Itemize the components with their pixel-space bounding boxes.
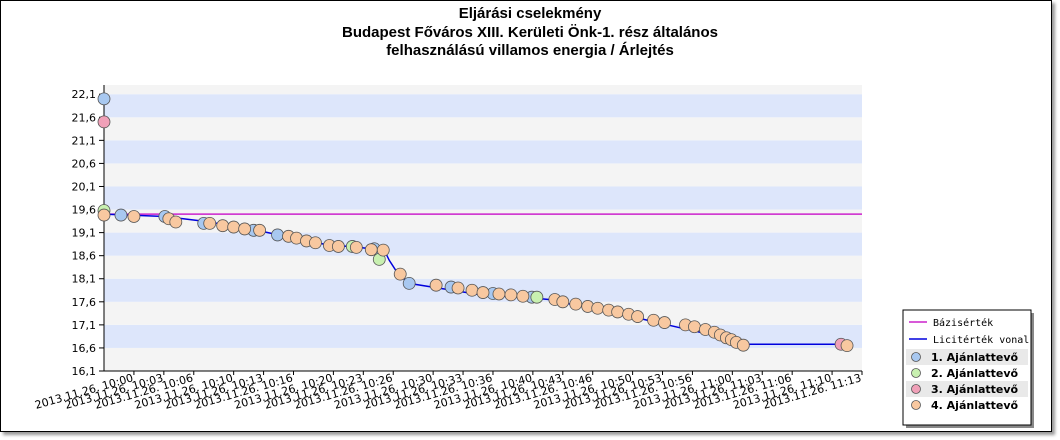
markers [97,92,854,353]
plot-band [104,324,862,348]
bid-point-series-4 [516,289,530,303]
legend-baseline-label: Bázisérték [933,317,993,329]
bid-point-series-4 [631,310,644,323]
bid-point-series-4 [465,283,479,297]
legend-row-background [906,397,1028,413]
bid-point-series-4 [569,297,583,311]
legend-row-background [906,365,1028,381]
bid-point-series-4 [331,240,345,253]
bid-point-series-1 [271,228,284,242]
bid-point-series-4 [658,316,671,329]
bid-point-series-4 [736,338,750,352]
y-tick-label: 21,1 [72,134,97,147]
bid-point-series-4 [492,287,506,301]
legend: Bázisérték Licitérték vonal 1. Ajánlattevő… [902,309,1034,428]
bid-point-series-4 [556,295,570,309]
plot-band [104,186,862,210]
plot-band [104,163,862,187]
legend-series-1-label: 1. Ajánlattevő [931,351,1019,364]
legend-series-3-label: 3. Ajánlattevő [931,383,1019,396]
y-tick-label: 17,1 [72,319,97,332]
legend-series-4-label: 4. Ajánlattevő [931,399,1019,412]
legend-series-2-label: 2. Ajánlattevő [931,367,1019,380]
legend-series-2-swatch [911,368,921,378]
bid-point-series-4 [97,208,111,222]
bid-point-series-4 [227,220,241,234]
chart-title: Eljárási cselekmény [459,5,602,22]
bid-point-series-4 [309,236,322,250]
y-tick-label: 16,1 [72,365,97,378]
plot-band [104,85,862,95]
bid-point-series-4 [611,305,625,319]
plot-band [104,232,862,256]
bid-point-series-4 [591,301,605,315]
bid-point-series-1 [402,276,416,290]
bid-point-series-1 [114,208,128,222]
bid-point-series-4 [688,320,701,334]
chart-subtitle-line-1: Budapest Főváros XIII. Kerületi Önk-1. r… [342,24,718,41]
plot-background [104,85,862,371]
legend-row-background [906,349,1028,365]
y-tick-label: 22,1 [72,88,97,101]
y-tick-label: 18,6 [72,250,97,263]
plot-band [104,255,862,279]
bid-point-series-4 [253,223,266,237]
legend-series-3-swatch [911,384,921,394]
y-axis: 16,1 16,6 17,1 17,6 18,1 18,6 19,1 19,6 20,1 20,6… [72,85,105,378]
bid-point-series-3 [97,115,111,129]
bid-point-series-4 [376,243,390,257]
plot-band [104,347,862,371]
legend-bid-line-label: Licitérték vonal [933,334,1029,346]
plot-band [104,117,862,141]
y-tick-label: 20,1 [72,180,97,193]
y-tick-label: 21,6 [72,111,97,124]
bid-point-series-4 [203,216,217,230]
plot-band [104,140,862,164]
bid-point-series-4 [840,339,854,353]
plot-band [104,209,862,233]
legend-row-background [906,381,1028,397]
bid-point-series-4 [504,288,518,302]
bid-point-series-4 [476,286,490,299]
bid-point-series-4 [393,267,407,281]
plot-band [104,94,862,118]
y-tick-label: 19,1 [72,227,97,240]
bid-point-series-4 [238,222,252,236]
bid-point-series-4 [364,243,378,257]
bid-point-series-2 [530,290,544,304]
bid-point-series-4 [647,313,660,327]
legend-series-4-swatch [911,400,921,410]
bid-point-series-4 [451,281,465,295]
y-tick-label: 16,6 [72,342,97,355]
bid-point-series-4 [429,278,443,292]
y-tick-label: 17,6 [72,296,97,309]
plot-band [104,301,862,325]
bid-point-series-4 [169,215,183,229]
y-tick-label: 19,6 [72,204,97,217]
chart-subtitle-line-2: felhasználású villamos energia / Árlejté… [386,42,674,59]
y-tick-label: 20,6 [72,157,97,170]
bid-point-series-4 [349,240,363,254]
legend-series-1-swatch [911,352,921,362]
bid-point-series-4 [127,210,141,223]
y-tick-label: 18,1 [72,273,97,286]
bid-point-series-4 [216,219,230,233]
bid-point-series-1 [97,92,111,106]
